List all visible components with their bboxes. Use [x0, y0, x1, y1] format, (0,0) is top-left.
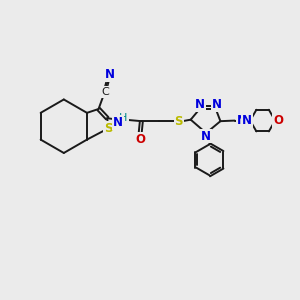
Text: N: N: [104, 68, 115, 81]
Text: O: O: [135, 134, 145, 146]
Text: N: N: [195, 98, 205, 111]
Text: O: O: [273, 114, 283, 127]
Text: H: H: [119, 113, 128, 123]
Text: N: N: [201, 130, 211, 142]
Text: N: N: [242, 114, 252, 127]
Text: C: C: [101, 87, 109, 97]
Text: N: N: [113, 116, 123, 129]
Text: N: N: [212, 98, 222, 111]
Text: N: N: [237, 114, 247, 127]
Text: S: S: [175, 115, 183, 128]
Text: S: S: [104, 122, 112, 135]
